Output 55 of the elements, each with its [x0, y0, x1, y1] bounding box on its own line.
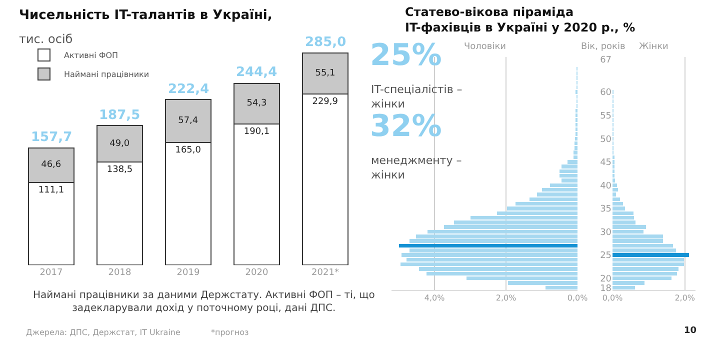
data-label: 54,3 [246, 98, 267, 109]
text: 10 [684, 326, 697, 336]
x-tick-label: 2021* [312, 268, 340, 278]
chart-subtitle: тис. осіб [19, 32, 73, 46]
text: Джерела: ДПС, Держстат, IT Ukraine [26, 328, 180, 337]
x-tick-label: 2019 [176, 268, 200, 278]
data-label: 49,0 [110, 138, 130, 149]
y-tick-label: 35 [600, 204, 612, 215]
annotation: менеджменту – жінки [371, 154, 462, 182]
text: *прогноз [211, 328, 249, 337]
data-label: 165,0 [175, 145, 202, 156]
text: Жінки [639, 42, 669, 52]
y-tick-label: 60 [600, 88, 612, 98]
bar [612, 253, 690, 257]
text: Чоловіки [464, 42, 506, 52]
legend-label: Наймані працівники [64, 70, 150, 80]
y-tick-label: 45 [600, 158, 612, 168]
data-label: 46,6 [41, 160, 62, 170]
y-tick-label: 67 [600, 56, 612, 66]
total-label: 285,0 [305, 35, 346, 50]
x-tick-label: 2020 [245, 268, 268, 278]
data-label: 138,5 [106, 165, 133, 176]
x-tick-label: 2018 [108, 268, 132, 278]
y-tick-label: 25 [600, 251, 612, 262]
total-label: 187,5 [99, 108, 140, 123]
annotation: 32% [370, 109, 442, 144]
y-tick-label: 55 [600, 111, 612, 122]
legend-label: Активні ФОП [64, 51, 118, 60]
total-label: 157,7 [31, 130, 72, 145]
annotation: IT-спеціалістів – жінки [371, 83, 462, 110]
data-label: 229,9 [312, 97, 338, 108]
y-tick-label: 20 [600, 274, 612, 285]
x-tick-label: 2,0% [496, 294, 517, 303]
bar [399, 244, 578, 248]
x-tick-label: 0,0% [602, 294, 624, 303]
bar [612, 258, 684, 262]
x-tick-label: 2,0% [674, 294, 696, 303]
x-tick-label: 4,0% [424, 294, 446, 303]
annotation: 25% [370, 38, 442, 73]
data-label: 190,1 [244, 126, 270, 137]
chart-title: Чисельність IT-талантів в Україні, [19, 8, 272, 23]
data-label: 111,1 [38, 186, 64, 196]
y-tick-label: 30 [600, 228, 612, 238]
y-tick-label: 40 [600, 181, 612, 192]
text: Наймані працівники за даними Держстату. Активні ФОП – ті, що задекларували дохід у поточному році, дані ДПС. [33, 290, 375, 314]
data-label: 55,1 [315, 68, 336, 79]
total-label: 222,4 [168, 82, 210, 97]
x-tick-label: 2017 [40, 268, 63, 278]
x-tick-label: 0,0% [567, 294, 588, 303]
y-tick-label: 18 [600, 284, 612, 294]
y-tick-label: 50 [600, 134, 612, 145]
total-label: 244,4 [236, 65, 278, 80]
data-label: 57,4 [178, 116, 198, 126]
chart-title: Статево-вікова піраміда IT-фахівців в Україні у 2020 р., % [405, 5, 636, 35]
y-axis-title: Вік, років [581, 42, 626, 52]
